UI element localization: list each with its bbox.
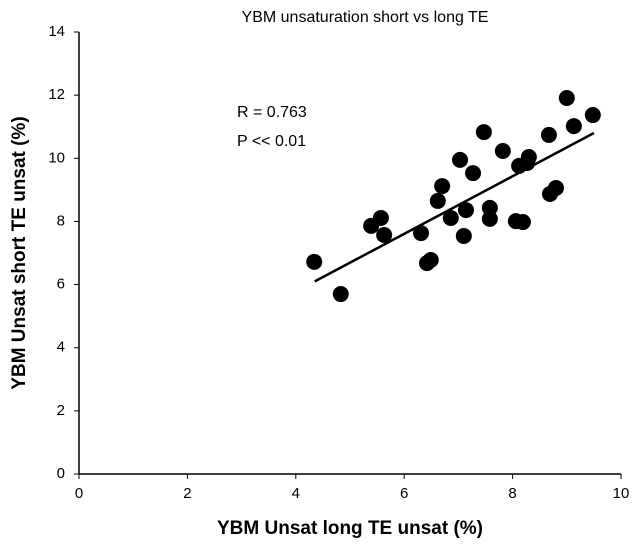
- y-tick-label: 0: [57, 465, 65, 482]
- y-tick-label: 4: [57, 339, 65, 356]
- annotation: P << 0.01: [237, 133, 306, 150]
- trendline: [314, 131, 595, 283]
- point: [547, 179, 564, 196]
- point: [540, 126, 557, 143]
- point: [475, 124, 492, 141]
- point: [455, 227, 472, 244]
- y-tick-label: 2: [57, 402, 65, 419]
- x-tick-label: 10: [613, 485, 630, 502]
- x-axis-label: YBM Unsat long TE unsat (%): [217, 518, 483, 539]
- point: [376, 227, 393, 244]
- point: [306, 253, 323, 270]
- point: [481, 199, 498, 216]
- x-tick-label: 4: [292, 485, 300, 502]
- point: [584, 107, 601, 124]
- point: [332, 286, 349, 303]
- point: [434, 178, 451, 195]
- point: [565, 118, 582, 135]
- point: [558, 89, 575, 106]
- y-tick-label: 8: [57, 212, 65, 229]
- x-tick-label: 0: [75, 485, 83, 502]
- point: [452, 151, 469, 168]
- point: [429, 192, 446, 209]
- x-tick-label: 2: [183, 485, 191, 502]
- point: [457, 202, 474, 219]
- y-tick-label: 14: [48, 23, 65, 40]
- x-tick-label: 6: [400, 485, 408, 502]
- point: [442, 209, 459, 226]
- point: [413, 225, 430, 242]
- y-axis-label: YBM Unsat short TE unsat (%): [9, 116, 30, 389]
- point: [481, 210, 498, 227]
- point: [514, 214, 531, 231]
- point: [494, 143, 511, 160]
- point: [372, 209, 389, 226]
- x-tick-label: 8: [508, 485, 516, 502]
- y-tick-label: 6: [57, 276, 65, 293]
- chart-title: YBM unsaturation short vs long TE: [242, 9, 489, 26]
- y-tick-label: 10: [48, 149, 65, 166]
- y-tick-label: 12: [48, 86, 65, 103]
- point: [422, 251, 439, 268]
- point: [520, 149, 537, 166]
- point: [465, 165, 482, 182]
- annotation: R = 0.763: [237, 104, 307, 121]
